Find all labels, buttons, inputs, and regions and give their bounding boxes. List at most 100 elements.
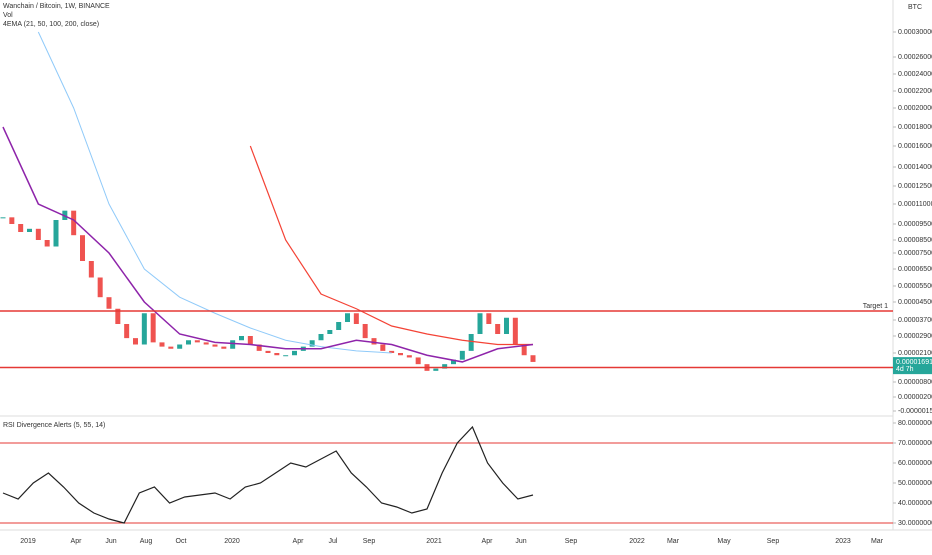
- candle: [353, 313, 359, 324]
- candle: [336, 322, 342, 330]
- y-tick-label: 0.00002900: [898, 333, 932, 340]
- rsi-line: [2, 425, 534, 524]
- candle: [398, 353, 403, 356]
- candle: [35, 228, 41, 240]
- candle: [477, 313, 483, 334]
- price-label: 0.00001691: [896, 359, 932, 366]
- y-tick-label: 0.00000800: [898, 379, 932, 386]
- candle: [230, 340, 236, 349]
- x-tick-label: Aug: [140, 538, 153, 545]
- x-tick-label: 2023: [835, 538, 851, 545]
- candle: [141, 313, 147, 345]
- candle: [318, 334, 324, 341]
- x-tick-label: Jul: [329, 538, 338, 545]
- candle: [106, 297, 112, 309]
- x-tick-label: Jun: [105, 538, 116, 545]
- x-tick-label: Mar: [871, 538, 884, 545]
- candle: [150, 313, 156, 343]
- y-tick-label: 0.00011000: [898, 201, 932, 208]
- candle: [530, 355, 536, 362]
- ema-line: [2, 126, 534, 363]
- y-tick-label: 0.00030000: [898, 29, 932, 36]
- candle: [265, 350, 271, 353]
- countdown: 4d 7h: [896, 366, 914, 373]
- candle: [27, 228, 32, 232]
- y-tick-label: 0.00009500: [898, 221, 932, 228]
- candle: [80, 235, 85, 261]
- x-tick-label: 2020: [224, 538, 240, 545]
- x-tick-label: 2021: [426, 538, 442, 545]
- x-tick-label: Oct: [176, 538, 187, 545]
- x-tick-label: Sep: [767, 538, 780, 545]
- candle: [53, 220, 59, 247]
- candle: [283, 355, 289, 357]
- candle: [203, 342, 209, 345]
- candle: [115, 308, 121, 324]
- vol-label: Vol: [3, 12, 13, 19]
- candle: [18, 224, 24, 232]
- candle: [194, 340, 200, 343]
- candle: [159, 342, 165, 347]
- x-tick-label: Sep: [565, 538, 578, 545]
- candle: [406, 355, 412, 358]
- ema-line: [37, 31, 392, 354]
- x-tick-label: Apr: [71, 538, 83, 545]
- rsi-tick-label: 70.00000000: [898, 440, 932, 447]
- candle: [415, 357, 421, 365]
- y-tick-label: -0.00000150: [898, 408, 932, 415]
- candle: [9, 217, 15, 224]
- y-tick-label: 0.00026000: [898, 54, 932, 61]
- y-tick-label: 0.00024000: [898, 71, 932, 78]
- candle: [133, 338, 138, 345]
- candle: [0, 217, 6, 219]
- candle: [433, 368, 439, 371]
- rsi-tick-label: 60.00000000: [898, 460, 932, 467]
- candle: [442, 364, 448, 369]
- x-tick-label: 2019: [20, 538, 36, 545]
- y-tick-label: 0.00022000: [898, 88, 932, 95]
- candle: [247, 336, 253, 345]
- candle: [71, 210, 77, 236]
- rsi-tick-label: 80.00000000: [898, 420, 932, 427]
- ema-line: [249, 145, 533, 346]
- candle: [451, 359, 456, 365]
- x-tick-label: Apr: [293, 538, 305, 545]
- candle: [512, 317, 518, 345]
- rsi-title: RSI Divergence Alerts (5, 55, 14): [3, 422, 105, 429]
- y-tick-label: 0.00000200: [898, 394, 932, 401]
- x-tick-label: Sep: [363, 538, 376, 545]
- candle: [504, 317, 509, 334]
- candle: [221, 346, 227, 349]
- candle: [362, 324, 368, 339]
- y-tick-label: 0.00003700: [898, 317, 932, 324]
- y-tick-label: 0.00002100: [898, 350, 932, 357]
- y-tick-label: 0.00005500: [898, 283, 932, 290]
- candle: [292, 350, 297, 356]
- rsi-tick-label: 50.00000000: [898, 480, 932, 487]
- candle: [389, 350, 395, 353]
- rsi-tick-label: 30.00000000: [898, 520, 932, 527]
- candle: [459, 350, 465, 360]
- price-badge: [893, 357, 932, 375]
- y-tick-label: 0.00007500: [898, 250, 932, 257]
- y-tick-label: 0.00006500: [898, 266, 932, 273]
- y-tick-label: 0.00012500: [898, 183, 932, 190]
- y-tick-label: 0.00016000: [898, 143, 932, 150]
- candle: [309, 340, 315, 347]
- candle: [239, 336, 244, 341]
- y-tick-label: 0.00008500: [898, 237, 932, 244]
- currency: BTC: [908, 4, 922, 11]
- y-tick-label: 0.00014000: [898, 164, 932, 171]
- candle: [88, 261, 94, 278]
- candle: [256, 344, 262, 351]
- candle: [486, 313, 492, 324]
- candle: [124, 324, 130, 339]
- title: Wanchain / Bitcoin, 1W, BINANCE: [3, 3, 110, 10]
- candle: [521, 344, 527, 356]
- candle: [186, 340, 191, 345]
- x-tick-label: 2022: [629, 538, 645, 545]
- candle: [380, 344, 386, 351]
- x-tick-label: Mar: [667, 538, 680, 545]
